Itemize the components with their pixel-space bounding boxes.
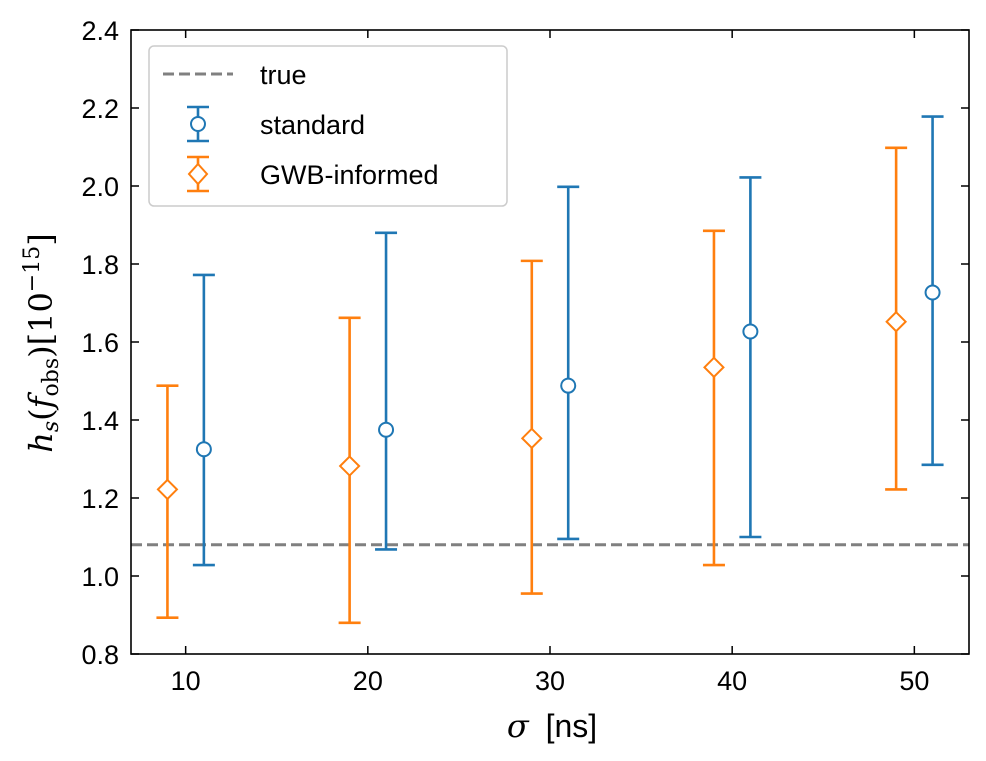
standard-marker bbox=[378, 421, 395, 438]
gwb-informed-point-5 bbox=[885, 146, 908, 491]
legend-gwb-informed-label: GWB-informed bbox=[260, 160, 439, 190]
gwb-informed-point-2 bbox=[338, 316, 361, 625]
gwb-informed-marker bbox=[703, 356, 725, 379]
legend-true-label: true bbox=[260, 60, 307, 90]
y-tick-label: 2.0 bbox=[81, 172, 119, 202]
standard-point-2 bbox=[375, 231, 398, 551]
standard-marker bbox=[195, 441, 212, 458]
gwb-informed-point-1 bbox=[156, 384, 179, 620]
gwb-informed-marker bbox=[885, 310, 908, 333]
x-tick-label: 20 bbox=[353, 666, 383, 696]
y-label-bracket-close: ] bbox=[22, 233, 60, 245]
standard-marker bbox=[924, 284, 941, 301]
axis-ticks: 10 20 30 40 50 0.8 1.0 1.2 1.4 1.6 1.8 2.0 2.2 2.4 bbox=[81, 16, 969, 696]
gwb-informed-marker bbox=[156, 478, 179, 501]
y-tick-label: 2.2 bbox=[81, 94, 119, 124]
y-axis-label: hs(fobs)[10−15] bbox=[20, 233, 64, 452]
legend-entry-true: true bbox=[163, 60, 307, 90]
y-label-exponent: −15 bbox=[20, 246, 45, 292]
x-axis-label-symbol: σ bbox=[507, 707, 530, 745]
legend-standard-label: standard bbox=[260, 110, 365, 140]
standard-point-5 bbox=[921, 115, 944, 467]
y-tick-label: 1.0 bbox=[81, 562, 119, 592]
legend: true standard GWB-informed bbox=[148, 45, 508, 207]
y-tick-label: 1.4 bbox=[81, 406, 119, 436]
y-label-sub-s: s bbox=[39, 421, 64, 432]
y-label-h: h bbox=[22, 432, 60, 453]
y-label-sub-obs: obs bbox=[39, 358, 64, 397]
standard-point-3 bbox=[557, 185, 580, 541]
y-label-close-paren: ) bbox=[22, 345, 60, 357]
gwb-informed-point-4 bbox=[702, 229, 725, 567]
x-tick-label: 30 bbox=[535, 666, 565, 696]
y-tick-label: 1.2 bbox=[81, 484, 119, 514]
plot-area bbox=[131, 115, 969, 625]
x-axis-label: σ [ns] bbox=[507, 707, 597, 745]
gwb-informed-marker bbox=[520, 427, 543, 450]
x-tick-label: 10 bbox=[171, 666, 201, 696]
legend-gwb-diamond-icon bbox=[187, 162, 209, 186]
standard-point-1 bbox=[192, 273, 215, 567]
x-axis-label-unit: [ns] bbox=[546, 708, 598, 744]
standard-point-4 bbox=[739, 176, 762, 539]
standard-marker bbox=[742, 323, 759, 340]
y-tick-label: 1.6 bbox=[81, 328, 119, 358]
x-tick-label: 40 bbox=[717, 666, 747, 696]
gwb-informed-point-3 bbox=[520, 259, 543, 595]
standard-marker bbox=[560, 377, 577, 394]
y-tick-label: 0.8 bbox=[81, 640, 119, 670]
y-tick-label: 2.4 bbox=[81, 16, 119, 46]
y-tick-label: 1.8 bbox=[81, 250, 119, 280]
legend-entry-standard: standard bbox=[187, 105, 365, 143]
legend-standard-circle-icon bbox=[190, 116, 206, 132]
gwb-informed-marker bbox=[338, 455, 361, 477]
x-tick-label: 50 bbox=[899, 666, 929, 696]
y-label-bracket-open: [10 bbox=[22, 292, 60, 345]
y-label-open-paren: ( bbox=[22, 408, 60, 420]
legend-entry-gwb-informed: GWB-informed bbox=[187, 155, 439, 193]
legend-box bbox=[148, 45, 508, 207]
